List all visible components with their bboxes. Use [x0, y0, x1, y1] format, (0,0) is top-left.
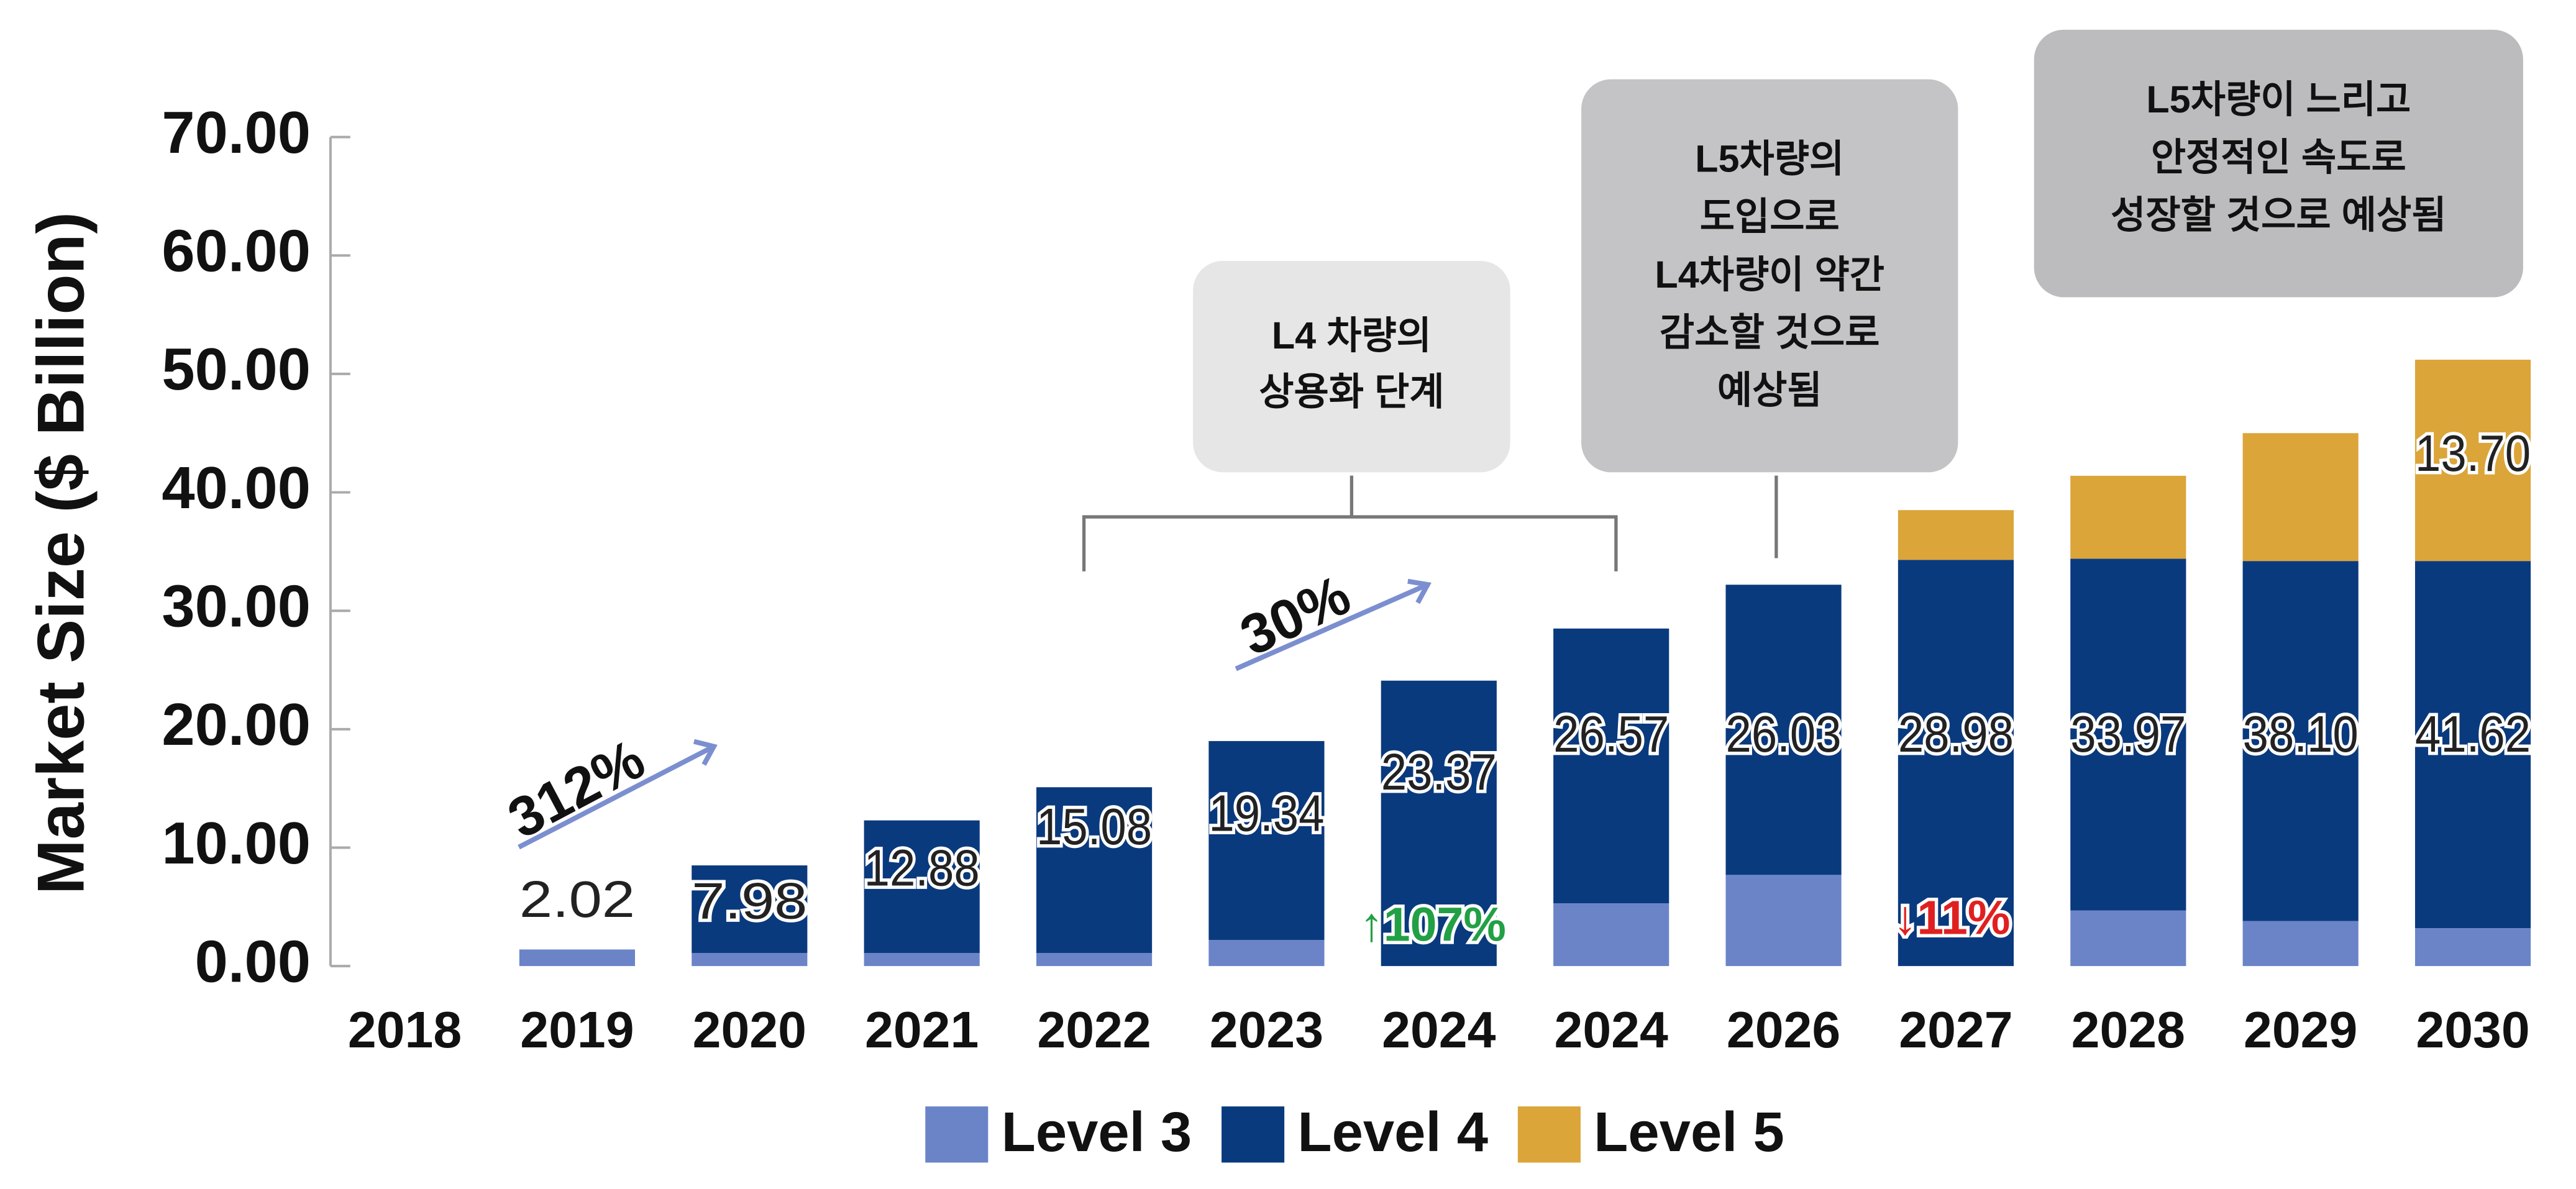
- y-tick-label: 40.00: [162, 455, 311, 521]
- bar-segment: [1036, 953, 1153, 967]
- bar-segment: [1898, 560, 2014, 967]
- value-label: 12.88: [864, 839, 980, 896]
- callout-text: 감소할 것으로: [1660, 311, 1880, 353]
- growth-label: 312%: [498, 727, 655, 850]
- bar-segment: [1381, 680, 1497, 967]
- x-tick-label: 2030: [2416, 1001, 2529, 1059]
- legend-swatch: [1222, 1106, 1285, 1163]
- callout-box: [2034, 29, 2523, 298]
- bar-segment: [1553, 903, 1669, 967]
- value-label: 7.98: [692, 873, 807, 930]
- change-label: ↓11%: [1893, 891, 2011, 945]
- legend-swatch: [925, 1106, 989, 1163]
- callout-text: 성장할 것으로 예상됨: [2111, 194, 2446, 236]
- bar-segment: [2414, 561, 2531, 929]
- value-label: 2.02: [519, 871, 635, 928]
- callout-text: 상용화 단계: [1259, 371, 1444, 413]
- bar-segment: [1553, 628, 1669, 904]
- callout-text: L5차량의: [1695, 138, 1844, 180]
- bar-segment: [2414, 360, 2531, 562]
- bar-segment: [2070, 475, 2186, 559]
- value-label: 13.70: [2415, 425, 2531, 482]
- callout-box: [1581, 79, 1958, 473]
- x-tick-label: 2028: [2071, 1001, 2185, 1059]
- change-label: ↑107%: [1359, 898, 1506, 951]
- bar-segment: [692, 953, 808, 967]
- bar-segment: [1208, 940, 1325, 967]
- value-label: 38.10: [2243, 706, 2359, 763]
- callout-text: L4 차량의: [1272, 314, 1432, 357]
- value-label: 26.57: [1553, 706, 1669, 763]
- legend-label: Level 4: [1297, 1101, 1488, 1164]
- value-label: 41.62: [2415, 706, 2531, 763]
- y-tick-label: 70.00: [162, 99, 311, 166]
- y-tick-label: 0.00: [195, 928, 311, 995]
- bar-segment: [2242, 433, 2359, 562]
- value-label: 26.03: [1725, 706, 1841, 763]
- bar-segment: [1208, 740, 1325, 941]
- y-tick-label: 10.00: [162, 810, 311, 877]
- x-tick-label: 2024: [1554, 1001, 1668, 1059]
- bar-segment: [864, 820, 980, 954]
- y-tick-label: 20.00: [162, 691, 311, 758]
- growth-label: 30%: [1231, 563, 1359, 668]
- x-tick-label: 2026: [1727, 1001, 1840, 1059]
- value-label: 28.98: [1898, 706, 2014, 763]
- bar-segment: [1725, 875, 1842, 967]
- value-label: 23.37: [1381, 744, 1497, 801]
- bar-segment: [2070, 558, 2186, 911]
- y-tick-label: 30.00: [162, 573, 311, 639]
- x-tick-label: 2024: [1382, 1001, 1496, 1059]
- legend-swatch: [1517, 1106, 1581, 1163]
- bar-segment: [2242, 561, 2359, 921]
- bar-segment: [2242, 921, 2359, 967]
- bar-segment: [1036, 787, 1153, 954]
- x-tick-label: 2021: [865, 1001, 979, 1059]
- bar-segment: [1725, 585, 1842, 875]
- callout-text: 도입으로: [1700, 196, 1840, 238]
- callout-text: L4차량이 약간: [1655, 253, 1884, 296]
- value-label: 33.97: [2070, 706, 2186, 763]
- x-tick-label: 2027: [1899, 1001, 2012, 1059]
- x-tick-label: 2022: [1037, 1001, 1151, 1059]
- x-tick-label: 2029: [2244, 1001, 2357, 1059]
- arrow: [518, 739, 718, 850]
- callout-text: 안정적인 속도로: [2151, 136, 2406, 178]
- bar-segment: [519, 949, 636, 967]
- value-label: 15.08: [1036, 798, 1152, 855]
- bar-segment: [2414, 928, 2531, 967]
- arrow: [1235, 578, 1432, 672]
- y-tick-label: 60.00: [162, 218, 311, 285]
- y-axis-label: Market Size ($ Billion): [24, 212, 98, 895]
- bar-segment: [2070, 910, 2186, 967]
- callout-text: L5차량이 느리고: [2146, 78, 2411, 121]
- bar-segment: [864, 953, 980, 967]
- callout-text: 예상됨: [1717, 369, 1822, 411]
- x-tick-label: 2020: [693, 1001, 806, 1059]
- callout-box: [1193, 261, 1510, 473]
- x-tick-label: 2018: [348, 1001, 462, 1059]
- y-tick-label: 50.00: [162, 336, 311, 403]
- legend-label: Level 5: [1594, 1101, 1784, 1164]
- bar-segment: [1898, 510, 2014, 560]
- x-tick-label: 2023: [1210, 1001, 1323, 1059]
- x-tick-label: 2019: [520, 1001, 634, 1059]
- legend-label: Level 3: [1002, 1101, 1192, 1164]
- value-label: 19.34: [1208, 785, 1324, 842]
- bracket: [1082, 475, 1618, 572]
- bar-segment: [692, 865, 808, 954]
